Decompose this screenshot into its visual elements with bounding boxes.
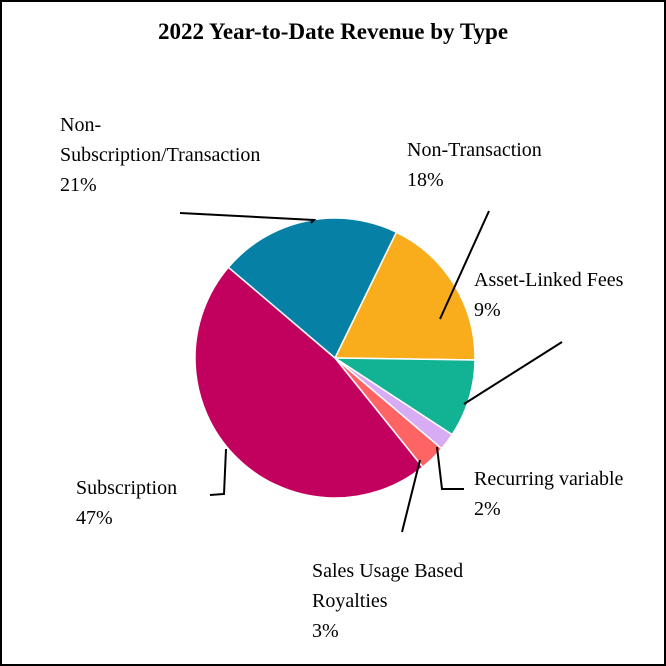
label-subscription: Subscription 47%: [76, 473, 177, 533]
label-asset-linked-fees: Asset-Linked Fees 9%: [474, 265, 623, 325]
label-recurring-variable: Recurring variable 2%: [474, 464, 623, 524]
label-non-subscription-transaction: Non- Subscription/Transaction 21%: [60, 110, 260, 200]
label-text: Non-Transaction: [407, 139, 542, 161]
leader-line-asset-linked: [463, 341, 563, 405]
pie-slices: [194, 217, 476, 499]
label-sales-usage-based-royalties: Sales Usage Based Royalties 3%: [312, 556, 463, 646]
label-percent: 2%: [474, 498, 501, 520]
label-percent: 47%: [76, 507, 113, 529]
label-non-transaction: Non-Transaction 18%: [407, 135, 542, 195]
leader-line-non-transaction: [439, 210, 490, 320]
label-percent: 3%: [312, 620, 339, 642]
chart-title: 2022 Year-to-Date Revenue by Type: [157, 19, 509, 44]
leader-line-non-subscription: [179, 212, 317, 224]
leader-line-recurring: [436, 446, 464, 490]
leader-line-sales-usage: [401, 459, 421, 533]
pie-slice-subscription: [194, 266, 424, 499]
label-text: Recurring variable: [474, 468, 624, 490]
leader-line-subscription: [209, 448, 227, 496]
label-text: Asset-Linked Fees: [474, 269, 624, 291]
label-percent: 9%: [474, 299, 501, 321]
leader-lines: [179, 210, 563, 533]
label-text: Subscription: [76, 477, 178, 499]
label-percent: 21%: [60, 174, 97, 196]
label-percent: 18%: [407, 169, 444, 191]
pie-slice-non-transaction: [333, 231, 476, 361]
pie-slice-asset-linked-fees: [332, 357, 476, 436]
label-text: Royalties: [312, 590, 388, 612]
label-text: Subscription/Transaction: [60, 144, 261, 166]
label-text: Sales Usage Based: [312, 560, 464, 582]
pie-slice-non-subscription-transaction: [227, 217, 398, 360]
label-text: Non-: [60, 114, 102, 136]
